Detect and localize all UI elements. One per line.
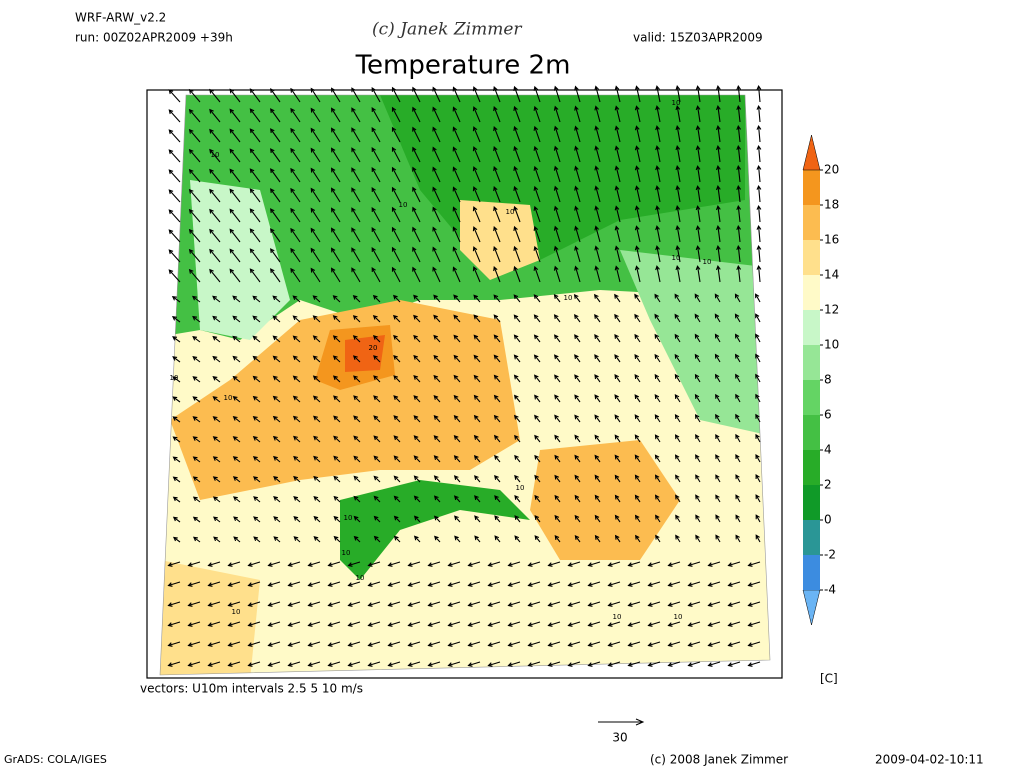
contour-label: 10 xyxy=(399,201,408,209)
model: WRF-ARW_v2.2 xyxy=(75,11,166,25)
colorbar-label: 0 xyxy=(824,513,832,527)
contour-label: 10 xyxy=(672,254,681,262)
caption: vectors: U10m intervals 2.5 5 10 m/s xyxy=(140,682,363,696)
field-britain xyxy=(190,180,290,340)
colorbar-bin xyxy=(803,275,820,310)
colorbar-label: 20 xyxy=(824,163,839,177)
field-east xyxy=(620,250,770,440)
field-warm-center xyxy=(170,300,520,500)
colorbar-bin xyxy=(803,380,820,415)
colorbar-bin xyxy=(803,415,820,450)
temperature-field xyxy=(160,95,770,675)
field-sweden xyxy=(460,200,540,280)
colorbar-bin xyxy=(803,520,820,555)
colorbar-bin xyxy=(803,310,820,345)
contour-label: 10 xyxy=(344,514,353,522)
watermark: (c) Janek Zimmer xyxy=(372,20,522,40)
reference-arrow-head xyxy=(635,718,645,726)
contour-label: 10 xyxy=(564,294,573,302)
contour-label: 10 xyxy=(342,549,351,557)
contour-label: 10 xyxy=(703,258,712,266)
colorbar-bin xyxy=(803,240,820,275)
domain-edge xyxy=(159,94,771,676)
field-alps xyxy=(340,480,530,580)
contour-label: 10 xyxy=(613,613,622,621)
valid: valid: 15Z03APR2009 xyxy=(633,31,763,45)
colorbar-bin xyxy=(803,170,820,205)
contour-labels: 10 10 10 10 10 10 10 10 10 20 10 10 10 10 10 10 10 xyxy=(170,99,712,621)
colorbar-label: 12 xyxy=(824,303,839,317)
reference-vector: 30 xyxy=(612,731,627,745)
wind-vectors xyxy=(167,84,762,667)
contour-label: 10 xyxy=(356,574,365,582)
contour-label: 10 xyxy=(232,608,241,616)
colorbar-label: 18 xyxy=(824,198,839,212)
contour-label: 10 xyxy=(224,394,233,402)
colorbar-bin xyxy=(803,345,820,380)
title: Temperature 2m xyxy=(355,51,571,81)
colorbar-label: 14 xyxy=(824,268,839,282)
colorbar-label: 16 xyxy=(824,233,839,247)
colorbar-bin xyxy=(803,485,820,520)
field-hungary xyxy=(530,440,680,560)
contour-label: 10 xyxy=(506,208,515,216)
footer-right: 2009-04-02-10:11 xyxy=(875,753,984,767)
colorbar: -4 -2 0 2 4 6 8 10 12 14 16 18 20 xyxy=(802,134,839,626)
contour-label: 10 xyxy=(672,99,681,107)
field-iberia xyxy=(160,560,260,675)
field-hot xyxy=(345,335,385,372)
footer-left: GrADS: COLA/IGES xyxy=(4,753,107,766)
contour-label: 10 xyxy=(516,484,525,492)
map-frame xyxy=(146,89,783,679)
wind-arrow-set xyxy=(167,84,762,667)
colorbar-label: 6 xyxy=(824,408,832,422)
colorbar-tri-low xyxy=(802,589,821,626)
contour-label: 10 xyxy=(674,613,683,621)
contour-label: 10 xyxy=(211,151,220,159)
run: run: 00Z02APR2009 +39h xyxy=(75,31,233,45)
colorbar-bin xyxy=(803,205,820,240)
colorbar-label: 4 xyxy=(824,443,832,457)
colorbar-label: 10 xyxy=(824,338,839,352)
colorbar-label: -4 xyxy=(824,583,836,597)
colorbar-label: 2 xyxy=(824,478,832,492)
colorbar-unit: [C] xyxy=(820,672,838,686)
contour-label: 10 xyxy=(170,374,179,382)
colorbar-label: -2 xyxy=(824,548,836,562)
colorbar-label: 8 xyxy=(824,373,832,387)
contour-label: 20 xyxy=(369,344,378,352)
colorbar-bin xyxy=(803,450,820,485)
footer-center: (c) 2008 Janek Zimmer xyxy=(650,753,788,767)
colorbar-tri-high xyxy=(802,134,821,171)
colorbar-bin xyxy=(803,555,820,590)
